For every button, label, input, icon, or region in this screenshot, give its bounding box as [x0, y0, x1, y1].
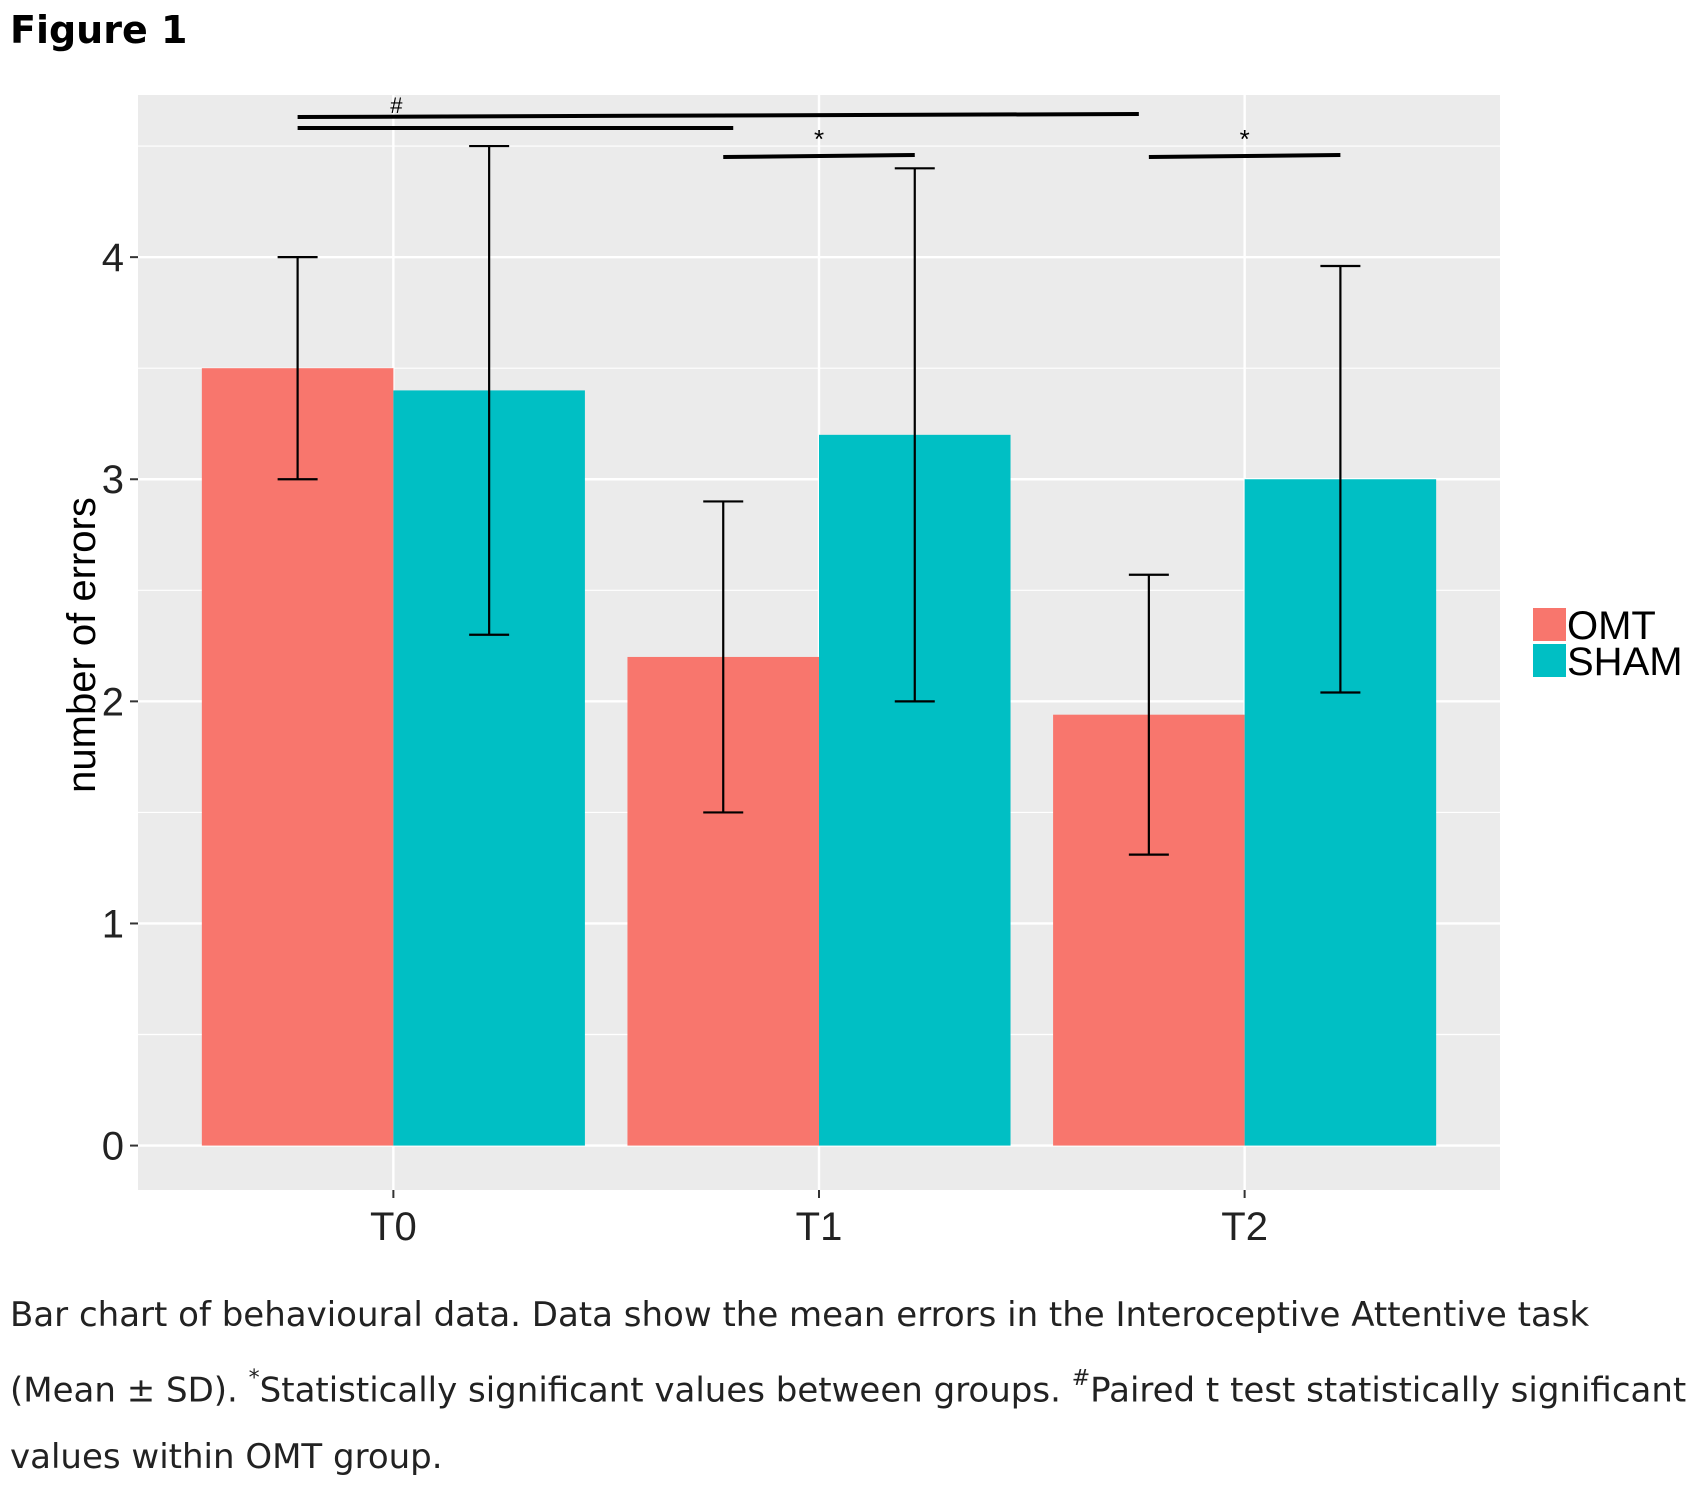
caption-text-1: Bar chart of behavioural data. Data show…	[10, 1295, 1590, 1411]
errorbar-omt-t1	[703, 500, 744, 814]
star-bracket-label-t2: *	[1240, 124, 1250, 154]
y-tick-label: 4	[102, 236, 124, 280]
legend-key-sham	[1533, 644, 1566, 677]
errorbar-sham-t1	[894, 167, 935, 703]
legend-label-omt: OMT	[1567, 604, 1656, 648]
x-tick-label: T1	[796, 1205, 843, 1249]
bars	[201, 368, 1437, 1146]
error-bars	[277, 144, 1361, 856]
star-bracket-label-t1: *	[814, 124, 824, 154]
errorbar-omt-t2	[1128, 573, 1169, 856]
significance-brackets: # * *	[297, 93, 1341, 159]
bar-omt-t0	[201, 368, 394, 1146]
y-tick-label: 2	[102, 680, 124, 724]
caption-text-2: Statistically significant values between…	[259, 1370, 1072, 1411]
x-tick-label: T0	[370, 1205, 417, 1249]
figure-caption: Bar chart of behavioural data. Data show…	[10, 1282, 1700, 1491]
y-tick-label: 3	[102, 458, 124, 502]
x-tick-label: T2	[1221, 1205, 1268, 1249]
axes: 0 1 2 3 4 T0 T1 T2	[102, 236, 1268, 1249]
star-bracket-line-t1	[723, 153, 915, 159]
y-tick-label: 1	[102, 902, 124, 946]
hash-bracket-line-long	[297, 112, 1139, 119]
caption-sup-hash: #	[1071, 1366, 1091, 1391]
legend-key-omt	[1533, 608, 1566, 641]
star-bracket-line-t2	[1148, 153, 1341, 159]
errorbar-sham-t2	[1320, 264, 1361, 694]
y-axis-label: number of errors	[60, 497, 104, 793]
errorbar-sham-t0	[469, 144, 510, 636]
hash-bracket-label: #	[390, 93, 403, 118]
errorbar-omt-t0	[277, 256, 318, 481]
legend-label-sham: SHAM	[1567, 640, 1683, 684]
y-tick-label: 0	[102, 1125, 124, 1169]
figure-title: Figure 1	[10, 8, 188, 52]
caption-sup-star: *	[248, 1366, 260, 1391]
